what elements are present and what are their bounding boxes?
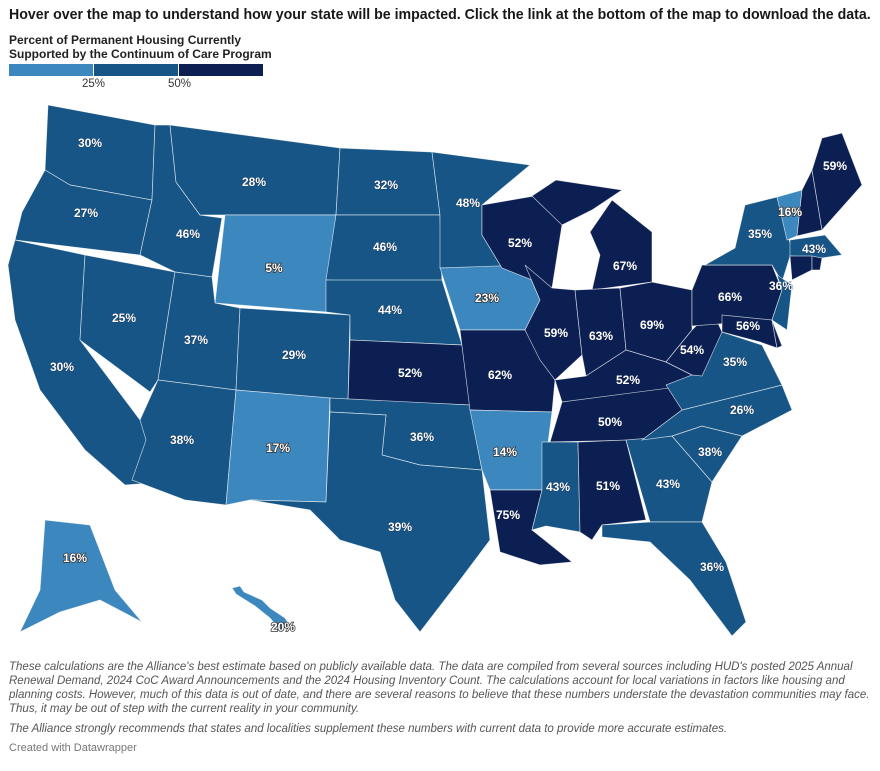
- state-nv[interactable]: [79, 254, 176, 393]
- legend-title: Percent of Permanent Housing Currently Su…: [9, 33, 272, 61]
- state-label-vt: 16%: [778, 205, 802, 219]
- state-label-wy: 5%: [265, 261, 283, 275]
- state-ri[interactable]: [811, 255, 823, 271]
- state-label-tn: 50%: [598, 415, 622, 429]
- state-label-ok: 36%: [410, 430, 434, 444]
- state-label-mo: 62%: [488, 368, 512, 382]
- state-label-nm: 17%: [266, 441, 290, 455]
- state-label-ca: 30%: [50, 360, 74, 374]
- state-label-il: 59%: [544, 326, 568, 340]
- instruction-heading: Hover over the map to understand how you…: [9, 6, 871, 23]
- legend-title-line2: Supported by the Continuum of Care Progr…: [9, 47, 272, 61]
- state-label-wv: 54%: [680, 343, 704, 357]
- state-label-nd: 32%: [374, 178, 398, 192]
- legend-bin-low: [9, 64, 93, 76]
- state-label-ny: 35%: [748, 227, 772, 241]
- state-label-ky: 52%: [616, 373, 640, 387]
- state-label-ks: 52%: [398, 366, 422, 380]
- state-label-ma: 43%: [802, 242, 826, 256]
- state-label-in: 63%: [589, 329, 613, 343]
- state-label-oh: 69%: [640, 318, 664, 332]
- state-label-sd: 46%: [373, 240, 397, 254]
- footer: These calculations are the Alliance's be…: [9, 660, 873, 754]
- state-label-ms: 43%: [546, 480, 570, 494]
- footnote-recommendation: The Alliance strongly recommends that st…: [9, 723, 728, 735]
- state-label-la: 75%: [496, 508, 520, 522]
- state-label-ga: 43%: [656, 477, 680, 491]
- state-label-sc: 38%: [698, 445, 722, 459]
- state-label-ne: 44%: [378, 303, 402, 317]
- state-nj[interactable]: [771, 274, 793, 331]
- state-label-mi: 67%: [613, 259, 637, 273]
- state-label-fl: 36%: [700, 560, 724, 574]
- legend-title-line1: Percent of Permanent Housing Currently: [9, 33, 242, 47]
- state-label-al: 51%: [596, 479, 620, 493]
- legend-bin-mid: [94, 64, 178, 76]
- state-mi[interactable]: [531, 179, 623, 226]
- state-label-nc: 26%: [730, 403, 754, 417]
- state-label-hi: 20%: [271, 620, 295, 634]
- state-label-az: 38%: [170, 433, 194, 447]
- state-hi[interactable]: [231, 585, 291, 631]
- legend-tick-50: 50%: [168, 78, 192, 90]
- state-label-me: 59%: [823, 159, 847, 173]
- state-tx[interactable]: [249, 411, 491, 633]
- state-ct[interactable]: [789, 255, 813, 281]
- state-label-mt: 28%: [242, 175, 266, 189]
- state-de[interactable]: [771, 319, 783, 349]
- state-label-nj: 36%: [769, 279, 793, 293]
- state-label-wa: 30%: [78, 136, 102, 150]
- state-label-id: 46%: [176, 227, 200, 241]
- legend-color-scale: [9, 64, 263, 76]
- state-label-mn: 48%: [456, 196, 480, 210]
- state-mt[interactable]: [169, 124, 341, 216]
- legend-bin-high: [179, 64, 263, 76]
- state-ak[interactable]: [19, 519, 143, 633]
- state-label-va: 35%: [723, 355, 747, 369]
- state-label-ak: 16%: [63, 551, 87, 565]
- state-ma[interactable]: [789, 234, 843, 259]
- state-label-ia: 23%: [475, 291, 499, 305]
- state-mo[interactable]: [459, 329, 556, 413]
- datawrapper-credit[interactable]: Created with Datawrapper: [9, 742, 137, 754]
- state-md[interactable]: [721, 314, 778, 349]
- state-label-nv: 25%: [112, 311, 136, 325]
- state-label-tx: 39%: [388, 520, 412, 534]
- state-fl[interactable]: [601, 521, 747, 637]
- state-label-wi: 52%: [508, 236, 532, 250]
- state-label-or: 27%: [74, 206, 98, 220]
- state-label-ar: 14%: [493, 445, 517, 459]
- legend-tick-25: 25%: [82, 78, 106, 90]
- state-label-pa: 66%: [718, 290, 742, 304]
- state-mi[interactable]: [589, 199, 653, 291]
- state-label-ut: 37%: [184, 333, 208, 347]
- footnote-methodology: These calculations are the Alliance's be…: [9, 661, 870, 715]
- us-choropleth-map[interactable]: 30% 27% 30% 25% 46% 28% 5% 37% 38% 29% 17% 32% 46% 44…: [0, 95, 880, 655]
- state-me[interactable]: [811, 132, 863, 231]
- state-label-co: 29%: [282, 348, 306, 362]
- state-label-md: 56%: [736, 319, 760, 333]
